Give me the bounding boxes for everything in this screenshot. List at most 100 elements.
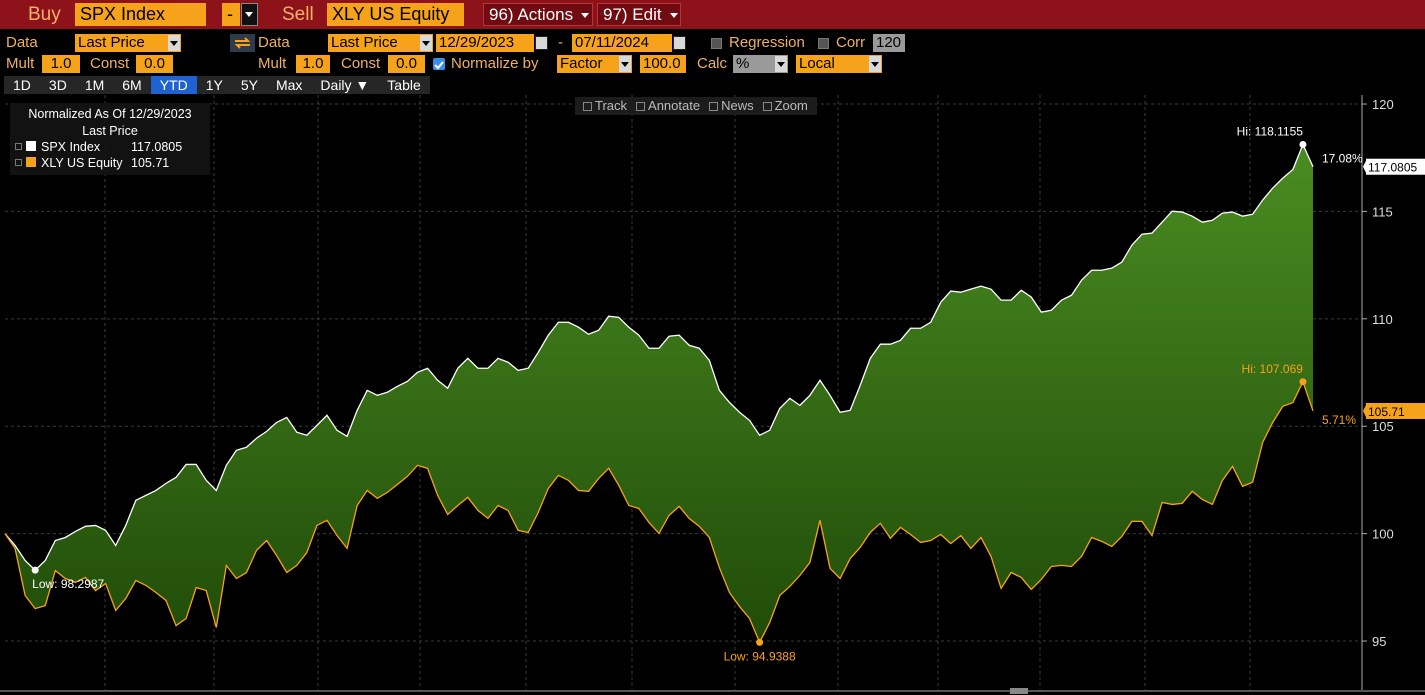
period-tab[interactable]: 1D xyxy=(13,77,31,93)
buy-ticker-input[interactable]: SPX Index xyxy=(75,3,206,26)
normalize-method-value: Factor xyxy=(560,55,603,72)
y-tick-label: 120 xyxy=(1372,97,1394,112)
buy-label: Buy xyxy=(28,4,61,25)
period-tab[interactable]: 6M xyxy=(122,77,142,93)
regression-checkbox[interactable] xyxy=(711,38,722,49)
period-tab[interactable]: 1M xyxy=(84,77,105,93)
mult-input[interactable]: 1.0 xyxy=(296,55,330,73)
edit-label: 97) Edit xyxy=(603,5,662,24)
start-date-input[interactable]: 12/29/2023 xyxy=(436,34,534,52)
legend-expand-icon[interactable] xyxy=(15,143,22,150)
const-input[interactable]: 0.0 xyxy=(136,55,173,73)
extreme-marker xyxy=(1299,378,1307,386)
currency-value: Local xyxy=(799,55,835,72)
calc-dropdown[interactable]: % xyxy=(733,55,788,73)
regression-label: Regression xyxy=(729,34,805,51)
actions-label: 96) Actions xyxy=(489,5,574,24)
calendar-icon[interactable] xyxy=(673,36,686,50)
y-tick-label: 115 xyxy=(1372,204,1393,219)
legend: Normalized As Of 12/29/2023 Last Price S… xyxy=(10,103,210,175)
end-date-input[interactable]: 07/11/2024 xyxy=(572,34,672,52)
period-tab[interactable]: Table xyxy=(387,77,421,93)
normalize-label: Normalize by xyxy=(451,55,539,72)
normalize-checkbox[interactable] xyxy=(433,58,445,70)
period-tab[interactable]: 1Y xyxy=(205,77,223,93)
top-bar: Buy SPX Index - Sell XLY US Equity 96) A… xyxy=(0,0,1425,29)
series-line xyxy=(4,142,1314,572)
sell-ticker-input[interactable]: XLY US Equity xyxy=(327,3,464,26)
data-field[interactable]: Last Price xyxy=(328,34,433,52)
chart-tools: Track Annotate News Zoom xyxy=(575,97,817,115)
normalize-method[interactable]: Factor xyxy=(557,55,632,73)
check-glyph xyxy=(434,61,444,70)
last-value-label: 117.0805 xyxy=(1368,161,1417,175)
chart-tool[interactable]: Annotate xyxy=(632,97,705,115)
extreme-label: Low: 94.9388 xyxy=(724,649,796,663)
legend-swatch xyxy=(26,141,36,151)
mult-label: Mult xyxy=(258,55,287,72)
legend-subtitle: Last Price xyxy=(82,124,138,138)
data-field-value: Last Price xyxy=(78,34,145,51)
const-input[interactable]: 0.0 xyxy=(388,55,425,73)
last-value-label: 105.71 xyxy=(1368,405,1405,419)
period-tab[interactable]: YTD xyxy=(150,76,197,94)
corr-label: Corr xyxy=(836,34,866,51)
calc-label: Calc xyxy=(697,55,728,72)
extreme-label: Hi: 118.1155 xyxy=(1237,125,1304,139)
extreme-marker xyxy=(1299,141,1307,149)
calendar-icon[interactable] xyxy=(535,36,548,50)
change-label: 5.71% xyxy=(1322,413,1356,427)
const-label: Const xyxy=(341,55,381,72)
chart-tool[interactable]: Track xyxy=(579,97,632,115)
legend-name: SPX Index xyxy=(41,140,101,154)
mult-label: Mult xyxy=(6,55,35,72)
y-tick-label: 110 xyxy=(1372,312,1393,327)
period-tab[interactable]: Daily ▼ xyxy=(320,77,370,93)
sell-label: Sell xyxy=(282,4,314,25)
y-tick-label: 100 xyxy=(1372,527,1394,542)
y-tick-label: 105 xyxy=(1372,419,1394,434)
legend-value: 105.71 xyxy=(131,156,170,170)
corr-checkbox[interactable] xyxy=(818,38,829,49)
swap-glyph xyxy=(234,37,251,49)
edit-button[interactable]: 97) Edit xyxy=(597,3,681,26)
chart-tool[interactable]: News xyxy=(705,97,759,115)
scroll-handle[interactable] xyxy=(1010,688,1028,694)
data-field-value: Last Price xyxy=(331,34,398,51)
extreme-marker xyxy=(756,638,764,646)
extreme-label: Low: 98.2987 xyxy=(32,577,104,591)
swap-icon[interactable] xyxy=(230,34,255,52)
minus-dropdown[interactable]: - xyxy=(222,3,240,26)
date-separator: - xyxy=(558,34,563,51)
actions-button[interactable]: 96) Actions xyxy=(483,3,593,26)
const-label: Const xyxy=(90,55,130,72)
minus-dropdown-arrow[interactable] xyxy=(241,3,258,26)
normalize-value-input[interactable]: 100.0 xyxy=(640,55,686,73)
period-tab[interactable]: 5Y xyxy=(240,77,258,93)
spread-area xyxy=(5,144,1313,643)
change-label: 17.08% xyxy=(1322,152,1363,166)
mult-input[interactable]: 1.0 xyxy=(42,55,80,73)
corr-period-input[interactable]: 120 xyxy=(873,34,905,52)
calc-value: % xyxy=(736,55,750,72)
data-label: Data xyxy=(258,34,290,51)
period-tab[interactable]: 3D xyxy=(48,77,67,93)
extreme-label: Hi: 107.069 xyxy=(1242,362,1304,376)
legend-swatch xyxy=(26,157,36,167)
data-label: Data xyxy=(6,34,38,51)
series-line xyxy=(4,380,1314,644)
chart: 95 100 105 110 115 120 Hi: 118.1155 Low: 98.298… xyxy=(0,95,1425,694)
legend-value: 117.0805 xyxy=(131,140,183,154)
legend-name: XLY US Equity xyxy=(41,156,123,170)
period-tab[interactable]: Max xyxy=(275,77,303,93)
legend-expand-icon[interactable] xyxy=(15,159,22,166)
extreme-marker xyxy=(31,566,39,574)
last-value-tag xyxy=(1366,158,1425,175)
data-field[interactable]: Last Price xyxy=(75,34,181,52)
currency-dropdown[interactable]: Local xyxy=(796,55,882,73)
y-tick-label: 95 xyxy=(1372,634,1386,649)
legend-title: Normalized As Of 12/29/2023 xyxy=(28,107,192,121)
chart-tool[interactable]: Zoom xyxy=(759,97,813,115)
last-value-tag xyxy=(1366,402,1425,419)
